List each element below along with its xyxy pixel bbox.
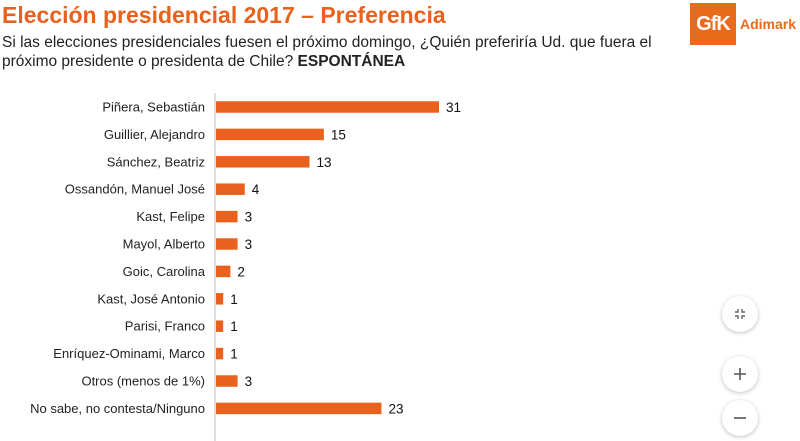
category-label: Kast, José Antonio: [97, 291, 205, 306]
bar: [216, 128, 324, 141]
zoom-out-button[interactable]: [722, 400, 758, 436]
data-label: 3: [245, 374, 253, 389]
data-label: 3: [245, 237, 253, 252]
data-label: 4: [252, 182, 260, 197]
category-label: Enríquez-Ominami, Marco: [53, 346, 205, 361]
category-label: Piñera, Sebastián: [102, 100, 205, 115]
category-label: Otros (menos de 1%): [81, 374, 205, 389]
bar: [216, 183, 245, 195]
chart-title: Elección presidencial 2017 – Preferencia: [2, 2, 446, 28]
gfk-logo-mark: GfK: [690, 3, 736, 45]
gfk-adimark-logo: GfK Adimark: [690, 3, 796, 45]
bar: [216, 375, 238, 387]
bar: [216, 347, 224, 360]
data-label: 13: [317, 155, 332, 170]
data-label: 1: [230, 347, 238, 362]
bar: [216, 238, 238, 250]
chart-subtitle: Si las elecciones presidenciales fuesen …: [2, 33, 662, 71]
category-label: No sabe, no contesta/Ninguno: [30, 401, 205, 416]
minus-icon: [734, 417, 746, 419]
data-label: 1: [230, 292, 238, 307]
adimark-logo-text: Adimark: [740, 16, 797, 32]
subtitle-question: Si las elecciones presidenciales fuesen …: [2, 34, 652, 70]
data-label: 23: [388, 401, 403, 416]
bar: [216, 402, 382, 415]
data-label: 3: [245, 210, 253, 225]
collapse-button[interactable]: [722, 296, 758, 332]
bar: [216, 156, 310, 168]
category-label: Mayol, Alberto: [123, 237, 205, 252]
data-label: 2: [237, 264, 245, 279]
bar: [216, 265, 231, 278]
zoom-in-button[interactable]: [722, 356, 758, 392]
category-label: Sánchez, Beatriz: [107, 154, 205, 169]
collapse-icon: [735, 309, 745, 319]
data-label: 31: [446, 100, 461, 115]
category-label: Guillier, Alejandro: [104, 127, 205, 142]
data-label: 1: [230, 319, 238, 334]
category-label: Parisi, Franco: [125, 319, 205, 334]
category-label: Ossandón, Manuel José: [65, 182, 205, 197]
category-label: Kast, Felipe: [136, 209, 205, 224]
subtitle-emphasis: ESPONTÁNEA: [297, 53, 406, 70]
data-label: 15: [331, 127, 346, 142]
plus-icon: [734, 368, 746, 380]
bar: [216, 293, 224, 305]
bar: [216, 210, 238, 223]
bar: [216, 320, 224, 332]
category-label: Goic, Carolina: [123, 264, 206, 279]
bar: [216, 101, 439, 113]
